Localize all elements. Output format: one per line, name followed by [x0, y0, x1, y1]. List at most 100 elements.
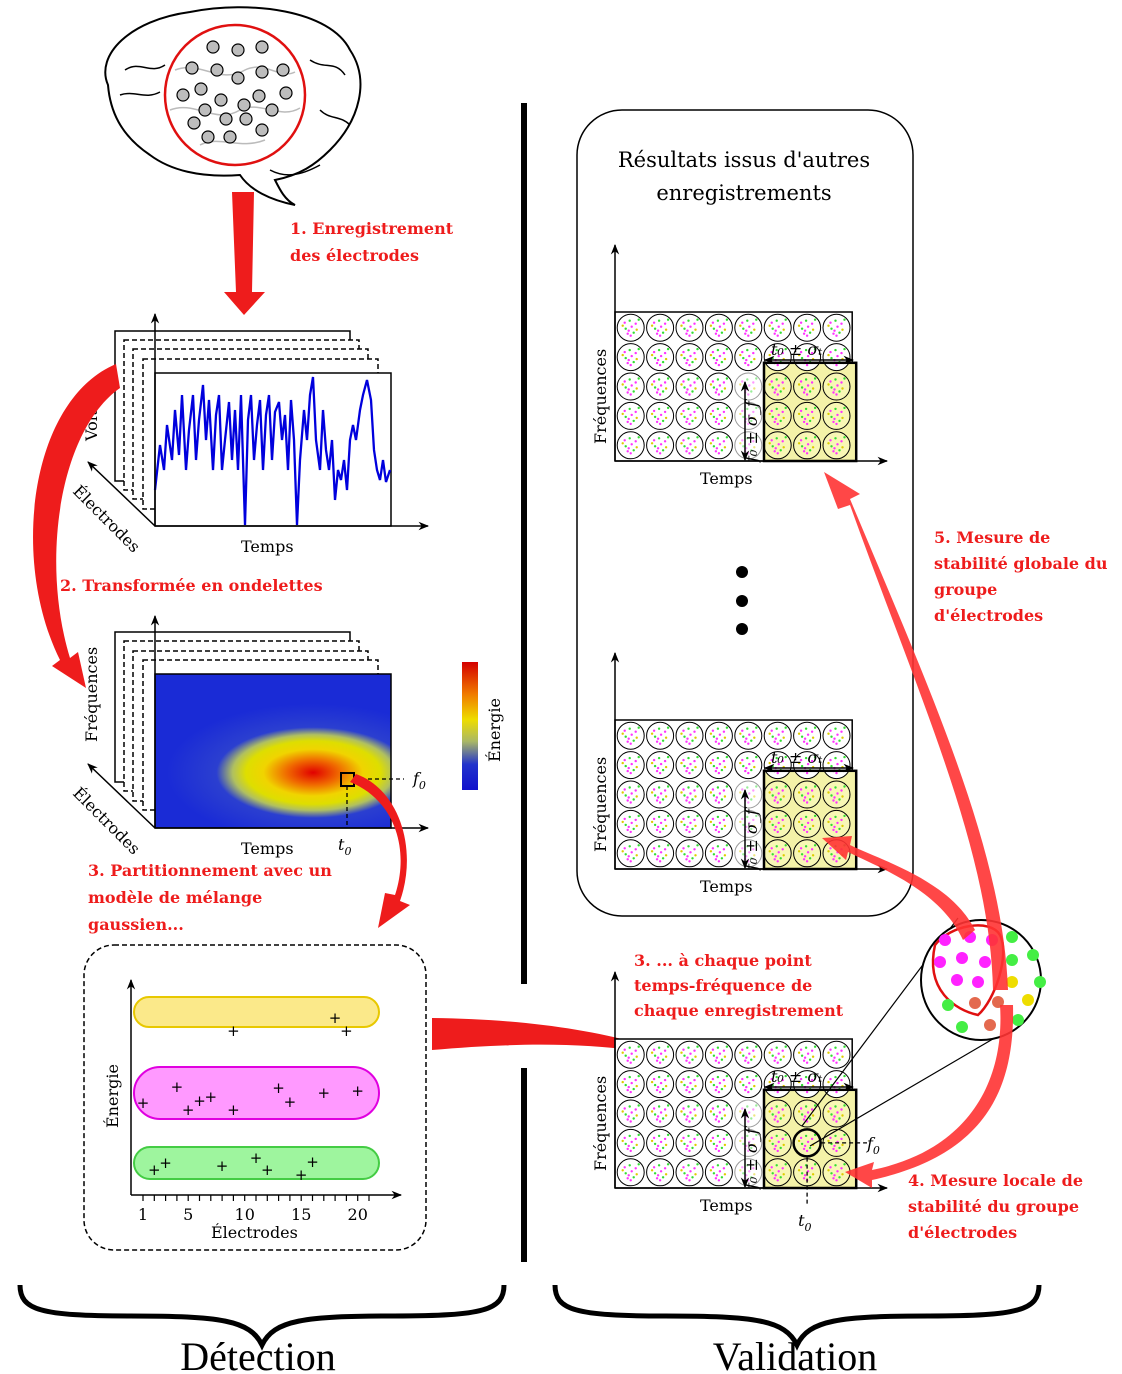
tf-cell — [675, 1070, 704, 1099]
tf-cell — [675, 751, 704, 780]
tf-cell — [704, 1070, 733, 1099]
t-sigma-label: t₀ ± σₜ — [771, 340, 822, 359]
tf-cell — [763, 780, 792, 809]
tf-cell — [763, 1158, 792, 1187]
tf-grid-recording-b: t₀ ± σₜ f₀ ± σ_f Temps Fréquences — [591, 651, 889, 896]
ellipsis-dots — [736, 566, 748, 635]
step3b-line2: temps-fréquence de — [634, 976, 812, 995]
tf-frequences-label: Fréquences — [591, 757, 610, 852]
step5-line1: 5. Mesure de — [934, 528, 1050, 547]
arrow-step5-mid — [822, 836, 975, 940]
gmm-ylabel: Énergie — [102, 1064, 122, 1128]
f-sigma-label: f₀ ± σ_f — [742, 1125, 761, 1190]
tf-cell — [646, 721, 675, 750]
tf-cell — [675, 343, 704, 372]
tf-cell — [675, 780, 704, 809]
tf-frequences-label: Fréquences — [591, 1076, 610, 1171]
tf-cell — [763, 372, 792, 401]
tf-cell — [616, 313, 645, 342]
tf-cell — [675, 1158, 704, 1187]
tf-cell — [675, 372, 704, 401]
tf-cell — [734, 1070, 763, 1099]
tf-grid-recording-a: t₀ ± σₜ f₀ ± σ_f Temps Fréquences — [591, 243, 889, 488]
tf-temps-label: Temps — [700, 469, 753, 488]
tf-cell — [822, 431, 851, 460]
wavelet-stack: f0 t0 Fréquences Électrodes Temps Énergi… — [69, 614, 504, 858]
gmm-point: + — [227, 1101, 240, 1119]
gmm-point: + — [182, 1101, 195, 1119]
tf-cell — [675, 401, 704, 430]
arrow-step4 — [845, 1005, 1014, 1188]
tf-cell — [763, 1128, 792, 1157]
tf-cell — [646, 1158, 675, 1187]
step4-line3: d'électrodes — [908, 1223, 1017, 1242]
tf-cell — [646, 1128, 675, 1157]
gmm-point: + — [137, 1094, 150, 1112]
tf-cell — [616, 721, 645, 750]
validation-title-line2: enregistrements — [656, 181, 831, 205]
gmm-cluster-yellow — [133, 996, 380, 1028]
tf-cell — [734, 313, 763, 342]
tf-cell — [793, 372, 822, 401]
tf-cell — [646, 751, 675, 780]
f-sigma-label: f₀ ± σ_f — [742, 806, 761, 871]
tf-cell — [822, 751, 851, 780]
tf-cell — [646, 1070, 675, 1099]
tf-cell — [763, 721, 792, 750]
energy-colorbar — [462, 662, 478, 790]
tf-cell — [646, 372, 675, 401]
tf-cell — [734, 1040, 763, 1069]
tf-cell — [763, 313, 792, 342]
step4-line1: 4. Mesure locale de — [908, 1171, 1083, 1190]
tf-cell — [734, 343, 763, 372]
step3a-line2: modèle de mélange — [88, 888, 262, 907]
step2-label: 2. Transformée en ondelettes — [60, 576, 323, 595]
arrow-step1 — [224, 192, 265, 315]
gmm-point: + — [272, 1079, 285, 1097]
frequences-label: Fréquences — [82, 647, 101, 742]
gmm-point: + — [351, 1082, 364, 1100]
gmm-cluster-green — [133, 1146, 380, 1180]
tf-cell — [646, 431, 675, 460]
gmm-point: + — [295, 1166, 308, 1184]
gmm-scatter-chart: 1 5 10 15 20+++++++++++ + +++ + ++ ++ — [126, 978, 403, 1224]
gmm-point: + — [261, 1161, 274, 1179]
gmm-point: + — [306, 1153, 319, 1171]
tf-cell — [822, 313, 851, 342]
tf-cell — [616, 809, 645, 838]
tf-cell — [616, 1070, 645, 1099]
arrow-step2 — [33, 364, 120, 688]
gmm-cluster-magenta — [133, 1066, 380, 1120]
tf-cell — [734, 780, 763, 809]
tf-cell — [704, 343, 733, 372]
gmm-point: + — [216, 1157, 229, 1175]
f0-label: f0 — [412, 769, 426, 792]
tf-cell — [822, 401, 851, 430]
grid-f0-label: f0 — [866, 1134, 880, 1157]
tf-cell — [616, 372, 645, 401]
tf-cell — [704, 751, 733, 780]
tf-cell — [822, 780, 851, 809]
gmm-point: + — [148, 1161, 161, 1179]
tf-cell — [763, 1099, 792, 1128]
tf-cell — [793, 1099, 822, 1128]
gmm-point: + — [159, 1154, 172, 1172]
tf-cell — [793, 313, 822, 342]
gmm-point: + — [205, 1088, 218, 1106]
tf-cell — [616, 751, 645, 780]
energie-colorbar-label: Énergie — [484, 698, 504, 762]
gmm-x-tick-label: 20 — [348, 1205, 368, 1224]
gmm-point: + — [340, 1022, 353, 1040]
gmm-x-tick-label: 1 — [138, 1205, 148, 1224]
tf-cell — [822, 343, 851, 372]
gmm-x-tick-label: 5 — [183, 1205, 193, 1224]
arrow-step5-up — [824, 472, 1008, 990]
tf-cell — [704, 313, 733, 342]
gmm-x-tick-label: 15 — [291, 1205, 311, 1224]
f-sigma-label: f₀ ± σ_f — [742, 398, 761, 463]
tf-cell — [704, 1128, 733, 1157]
brain-illustration — [104, 6, 362, 206]
tf-cell — [822, 809, 851, 838]
